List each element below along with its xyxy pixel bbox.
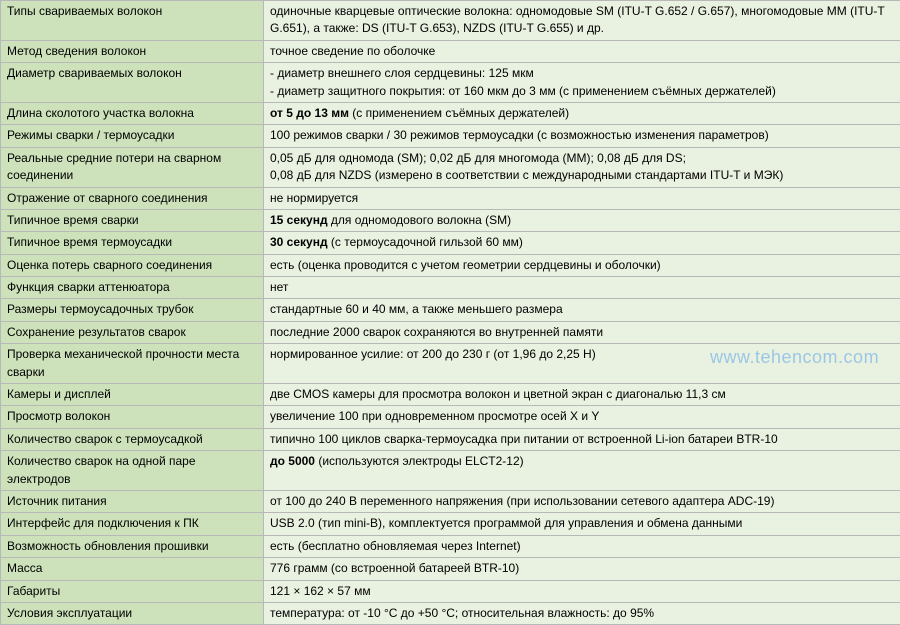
table-row: Проверка механической прочности места св…: [1, 344, 900, 384]
table-row: Количество сварок на одной паре электрод…: [1, 451, 900, 491]
table-row: Реальные средние потери на сварном соеди…: [1, 147, 900, 187]
spec-value: увеличение 100 при одновременном просмот…: [264, 406, 900, 428]
spec-label: Условия эксплуатации: [1, 602, 264, 624]
spec-label: Количество сварок на одной паре электрод…: [1, 451, 264, 491]
spec-label: Камеры и дисплей: [1, 384, 264, 406]
table-row: Типичное время термоусадки30 секунд (с т…: [1, 232, 900, 254]
spec-value: не нормируется: [264, 187, 900, 209]
table-row: Типичное время сварки15 секунд для одном…: [1, 209, 900, 231]
spec-value: стандартные 60 и 40 мм, а также меньшего…: [264, 299, 900, 321]
spec-value: есть (оценка проводится с учетом геометр…: [264, 254, 900, 276]
table-row: Камеры и дисплейдве CMOS камеры для прос…: [1, 384, 900, 406]
spec-value: до 5000 (используются электроды ELCT2-12…: [264, 451, 900, 491]
spec-label: Функция сварки аттенюатора: [1, 277, 264, 299]
spec-value: 121 × 162 × 57 мм: [264, 580, 900, 602]
spec-value: одиночные кварцевые оптические волокна: …: [264, 1, 900, 41]
table-row: Сохранение результатов сварокпоследние 2…: [1, 321, 900, 343]
spec-label: Режимы сварки / термоусадки: [1, 125, 264, 147]
spec-value: температура: от -10 °C до +50 °C; относи…: [264, 602, 900, 624]
spec-value: нормированное усилие: от 200 до 230 г (о…: [264, 344, 900, 384]
spec-value: от 100 до 240 В переменного напряжения (…: [264, 490, 900, 512]
spec-value: типично 100 циклов сварка-термоусадка пр…: [264, 428, 900, 450]
table-row: Количество сварок с термоусадкойтипично …: [1, 428, 900, 450]
spec-label: Метод сведения волокон: [1, 40, 264, 62]
spec-value: USB 2.0 (тип mini-B), комплектуется прог…: [264, 513, 900, 535]
spec-label: Реальные средние потери на сварном соеди…: [1, 147, 264, 187]
spec-label: Отражение от сварного соединения: [1, 187, 264, 209]
spec-label: Габариты: [1, 580, 264, 602]
table-row: Источник питанияот 100 до 240 В переменн…: [1, 490, 900, 512]
table-row: Условия эксплуатациитемпература: от -10 …: [1, 602, 900, 624]
spec-label: Диаметр свариваемых волокон: [1, 63, 264, 103]
table-row: Функция сварки аттенюаторанет: [1, 277, 900, 299]
spec-label: Типы свариваемых волокон: [1, 1, 264, 41]
table-row: Отражение от сварного соединенияне норми…: [1, 187, 900, 209]
spec-label: Интерфейс для подключения к ПК: [1, 513, 264, 535]
table-row: Габариты121 × 162 × 57 мм: [1, 580, 900, 602]
spec-label: Источник питания: [1, 490, 264, 512]
table-row: Метод сведения волоконточное сведение по…: [1, 40, 900, 62]
spec-value: две CMOS камеры для просмотра волокон и …: [264, 384, 900, 406]
spec-label: Оценка потерь сварного соединения: [1, 254, 264, 276]
table-row: Режимы сварки / термоусадки100 режимов с…: [1, 125, 900, 147]
table-row: Типы свариваемых волоконодиночные кварце…: [1, 1, 900, 41]
spec-label: Длина сколотого участка волокна: [1, 102, 264, 124]
spec-label: Сохранение результатов сварок: [1, 321, 264, 343]
spec-table: Типы свариваемых волоконодиночные кварце…: [0, 0, 900, 625]
spec-label: Количество сварок с термоусадкой: [1, 428, 264, 450]
table-row: Интерфейс для подключения к ПКUSB 2.0 (т…: [1, 513, 900, 535]
spec-value: 0,05 дБ для одномода (SM); 0,02 дБ для м…: [264, 147, 900, 187]
spec-value: от 5 до 13 мм (с применением съёмных дер…: [264, 102, 900, 124]
spec-value: 776 грамм (со встроенной батареей BTR-10…: [264, 558, 900, 580]
table-row: Возможность обновления прошивкиесть (бес…: [1, 535, 900, 557]
spec-label: Размеры термоусадочных трубок: [1, 299, 264, 321]
spec-value: последние 2000 сварок сохраняются во вну…: [264, 321, 900, 343]
spec-value: 100 режимов сварки / 30 режимов термоуса…: [264, 125, 900, 147]
spec-value: нет: [264, 277, 900, 299]
spec-value: 30 секунд (с термоусадочной гильзой 60 м…: [264, 232, 900, 254]
spec-label: Просмотр волокон: [1, 406, 264, 428]
spec-label: Возможность обновления прошивки: [1, 535, 264, 557]
table-row: Диаметр свариваемых волокон- диаметр вне…: [1, 63, 900, 103]
spec-value: есть (бесплатно обновляемая через Intern…: [264, 535, 900, 557]
spec-value: точное сведение по оболочке: [264, 40, 900, 62]
table-row: Просмотр волоконувеличение 100 при однов…: [1, 406, 900, 428]
spec-label: Масса: [1, 558, 264, 580]
table-row: Масса776 грамм (со встроенной батареей B…: [1, 558, 900, 580]
spec-value: - диаметр внешнего слоя сердцевины: 125 …: [264, 63, 900, 103]
table-row: Оценка потерь сварного соединенияесть (о…: [1, 254, 900, 276]
spec-value: 15 секунд для одномодового волокна (SM): [264, 209, 900, 231]
spec-label: Проверка механической прочности места св…: [1, 344, 264, 384]
table-row: Длина сколотого участка волокнаот 5 до 1…: [1, 102, 900, 124]
spec-label: Типичное время термоусадки: [1, 232, 264, 254]
spec-label: Типичное время сварки: [1, 209, 264, 231]
table-row: Размеры термоусадочных трубокстандартные…: [1, 299, 900, 321]
